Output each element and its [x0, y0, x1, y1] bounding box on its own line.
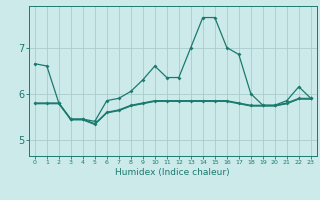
- X-axis label: Humidex (Indice chaleur): Humidex (Indice chaleur): [116, 168, 230, 177]
